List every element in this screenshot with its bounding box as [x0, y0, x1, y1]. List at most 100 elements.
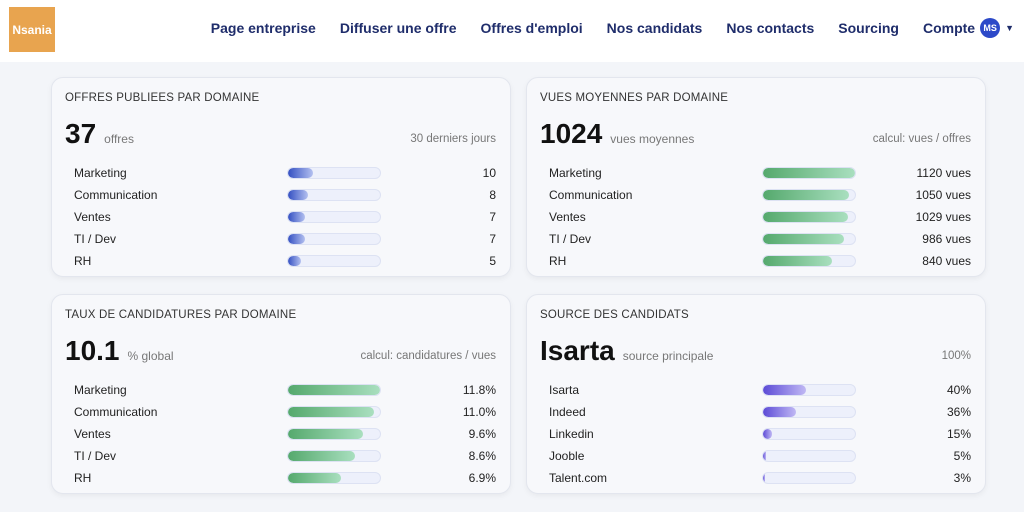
progress-fill — [288, 234, 306, 244]
headline-value: 10.1 — [65, 335, 120, 366]
row-value: 1029 vues — [915, 210, 971, 224]
row-value: 5% — [953, 449, 971, 463]
progress-fill — [288, 385, 380, 395]
progress-bar — [287, 472, 381, 484]
list-item: Communication 8 — [74, 184, 496, 206]
row-label: Isarta — [549, 383, 580, 397]
row-label: TI / Dev — [549, 232, 592, 246]
list-item: Ventes 7 — [74, 206, 496, 228]
progress-fill — [763, 256, 832, 266]
row-label: RH — [74, 471, 92, 485]
offres-card: OFFRES PUBLIEES PAR DOMAINE 37 offres 30 … — [51, 77, 511, 277]
progress-bar — [762, 233, 856, 245]
nav-offres-emploi[interactable]: Offres d'emploi — [480, 20, 583, 36]
progress-fill — [288, 429, 363, 439]
progress-fill — [288, 256, 301, 266]
row-label: Marketing — [549, 166, 602, 180]
list-item: RH 5 — [74, 250, 496, 272]
list-item: Communication 11.0% — [74, 401, 496, 423]
progress-bar — [762, 450, 856, 462]
list-item: Talent.com 3% — [549, 467, 971, 489]
progress-bar — [287, 428, 381, 440]
list-item: Indeed 36% — [549, 401, 971, 423]
headline-unit: source principale — [622, 349, 714, 363]
progress-bar — [762, 211, 856, 223]
card-title: SOURCE DES CANDIDATS — [540, 309, 689, 321]
row-value: 7 — [489, 210, 496, 224]
top-navbar: Nsania Page entreprise Diffuser une offr… — [0, 0, 1024, 62]
account-menu[interactable]: Compte MS ▼ — [923, 18, 1014, 38]
row-value: 40% — [946, 383, 971, 397]
nav-diffuser-offre[interactable]: Diffuser une offre — [339, 20, 457, 36]
list-item: TI / Dev 8.6% — [74, 445, 496, 467]
main-menu: Page entreprise Diffuser une offre Offre… — [211, 18, 1014, 38]
row-value: 11.0% — [462, 405, 496, 419]
progress-bar — [287, 233, 381, 245]
row-label: Marketing — [74, 166, 127, 180]
row-value: 986 vues — [922, 232, 971, 246]
row-label: Marketing — [74, 383, 127, 397]
row-value: 7 — [489, 232, 496, 246]
row-label: RH — [549, 254, 567, 268]
progress-bar — [762, 167, 856, 179]
row-value: 15% — [946, 427, 971, 441]
list-item: Ventes 9.6% — [74, 423, 496, 445]
card-title: OFFRES PUBLIEES PAR DOMAINE — [65, 92, 260, 104]
source-card: SOURCE DES CANDIDATS Isarta source princi… — [526, 294, 986, 494]
logo[interactable]: Nsania — [9, 7, 55, 52]
card-title: VUES MOYENNES PAR DOMAINE — [540, 92, 729, 104]
row-value: 10 — [482, 166, 496, 180]
row-label: Talent.com — [549, 471, 608, 485]
headline-value: Isarta — [540, 335, 615, 366]
account-label: Compte — [922, 20, 976, 36]
nav-sourcing[interactable]: Sourcing — [838, 20, 899, 36]
progress-bar — [287, 450, 381, 462]
list-item: Ventes 1029 vues — [549, 206, 971, 228]
list-item: Marketing 1120 vues — [549, 162, 971, 184]
card-note: 30 derniers jours — [410, 133, 496, 145]
row-value: 1050 vues — [915, 188, 971, 202]
card-note: calcul: candidatures / vues — [360, 350, 496, 362]
progress-bar — [287, 211, 381, 223]
progress-fill — [288, 212, 306, 222]
row-label: Indeed — [549, 405, 586, 419]
list-item: Linkedin 15% — [549, 423, 971, 445]
row-value: 840 vues — [922, 254, 971, 268]
progress-fill — [288, 473, 342, 483]
nav-nos-candidats[interactable]: Nos candidats — [606, 20, 703, 36]
progress-bar — [762, 384, 856, 396]
list-item: Jooble 5% — [549, 445, 971, 467]
row-value: 11.8% — [462, 383, 496, 397]
progress-bar — [762, 472, 856, 484]
nav-page-entreprise[interactable]: Page entreprise — [210, 20, 316, 36]
progress-bar — [762, 255, 856, 267]
row-label: TI / Dev — [74, 232, 117, 246]
list-item: TI / Dev 986 vues — [549, 228, 971, 250]
headline-unit: % global — [127, 349, 174, 363]
progress-fill — [763, 429, 773, 439]
progress-bar — [287, 406, 381, 418]
row-label: Communication — [549, 188, 633, 202]
progress-fill — [763, 190, 850, 200]
row-label: Communication — [74, 405, 158, 419]
progress-fill — [763, 212, 848, 222]
progress-fill — [288, 451, 356, 461]
avatar: MS — [980, 18, 1001, 38]
row-label: Linkedin — [549, 427, 594, 441]
list-item: Marketing 10 — [74, 162, 496, 184]
progress-fill — [763, 168, 855, 178]
progress-fill — [763, 473, 765, 483]
progress-fill — [763, 407, 797, 417]
row-value: 5 — [489, 254, 496, 268]
nav-nos-contacts[interactable]: Nos contacts — [726, 20, 815, 36]
progress-bar — [287, 189, 381, 201]
list-item: RH 840 vues — [549, 250, 971, 272]
list-item: Communication 1050 vues — [549, 184, 971, 206]
headline-value: 1024 — [540, 118, 603, 149]
row-label: Communication — [74, 188, 158, 202]
progress-fill — [763, 385, 807, 395]
row-label: Ventes — [549, 210, 586, 224]
headline-unit: vues moyennes — [610, 132, 695, 146]
row-value: 3% — [953, 471, 971, 485]
progress-fill — [288, 168, 313, 178]
